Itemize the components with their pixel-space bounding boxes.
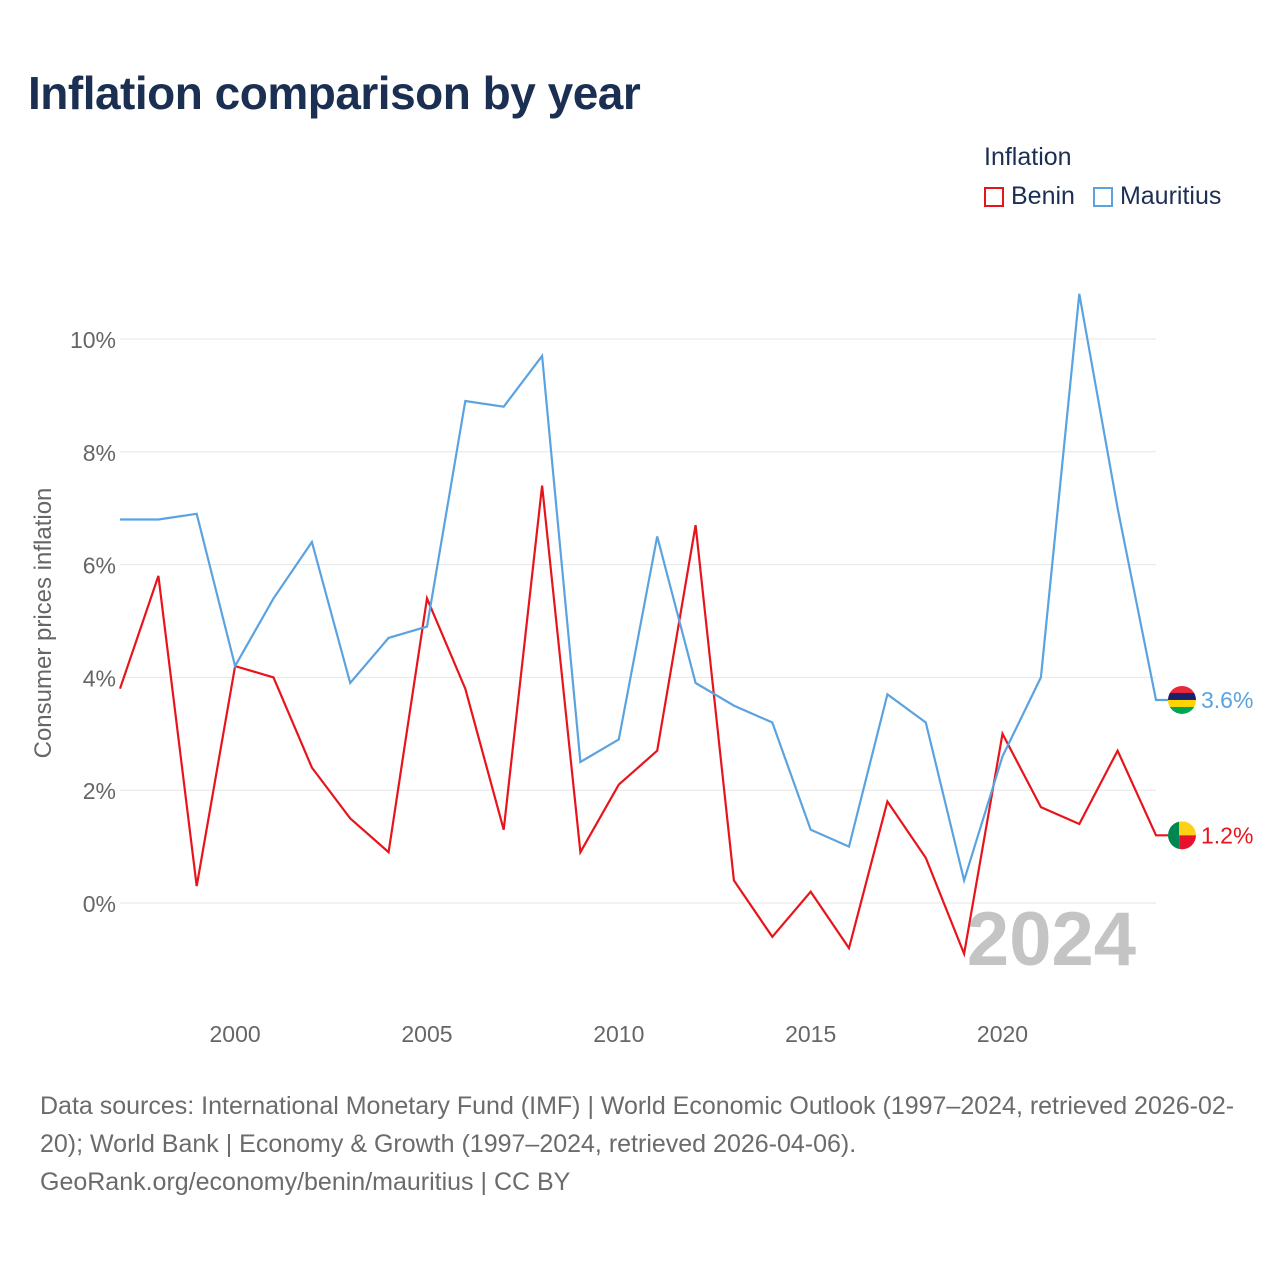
legend-title: Inflation (984, 143, 1072, 171)
gridlines (120, 338, 1156, 904)
legend-item-benin[interactable]: Benin (984, 182, 1075, 211)
x-tick-label: 2015 (785, 1021, 836, 1047)
series-end-markers: 1.2% 3.6% (1168, 685, 1253, 850)
y-tick-label: 0% (83, 891, 116, 917)
legend: Inflation Benin Mauritius (984, 143, 1221, 211)
series-lines (118, 293, 1168, 958)
end-value-label-benin: 1.2% (1201, 822, 1253, 848)
flag-icon-mauritius (1168, 685, 1196, 714)
x-tick-label: 2020 (977, 1021, 1028, 1047)
y-tick-label: 4% (83, 665, 116, 691)
legend-label-mauritius: Mauritius (1119, 182, 1222, 210)
y-tick-label: 10% (70, 327, 116, 353)
flag-icon-benin (1168, 821, 1196, 850)
y-axis-label: Consumer prices inflation (30, 488, 57, 759)
y-tick-label: 6% (83, 553, 116, 579)
year-watermark: 2024 (967, 897, 1136, 982)
footer: Data sources: International Monetary Fun… (40, 1087, 1250, 1201)
x-tick-label: 2005 (401, 1021, 452, 1047)
legend-swatch-benin (984, 186, 1004, 207)
legend-swatch-mauritius (1092, 186, 1113, 207)
line-chart: 2024 0%2%4%6%8%10% 2000 2005 2010 2015 2020 … (30, 293, 1253, 1047)
legend-label-benin: Benin (1011, 182, 1075, 210)
x-axis-ticks: 2000 2005 2010 2015 2020 (210, 1021, 1029, 1047)
x-tick-label: 2000 (210, 1021, 261, 1047)
y-axis-ticks: 0% 2% 4% 6% 8% 10% (70, 327, 116, 917)
x-tick-label: 2010 (593, 1021, 644, 1047)
series-line-mauritius[interactable] (120, 293, 1168, 885)
page-title: Inflation comparison by year (28, 67, 641, 119)
end-value-label-mauritius: 3.6% (1201, 687, 1253, 713)
y-tick-label: 2% (83, 778, 116, 804)
y-tick-label: 8% (83, 440, 116, 466)
data-sources: Data sources: International Monetary Fun… (40, 1092, 1235, 1158)
legend-item-mauritius[interactable]: Mauritius (1092, 182, 1222, 211)
credit-link[interactable]: GeoRank.org/economy/benin/mauritius | CC… (40, 1168, 571, 1196)
series-line-benin[interactable] (118, 485, 1168, 958)
